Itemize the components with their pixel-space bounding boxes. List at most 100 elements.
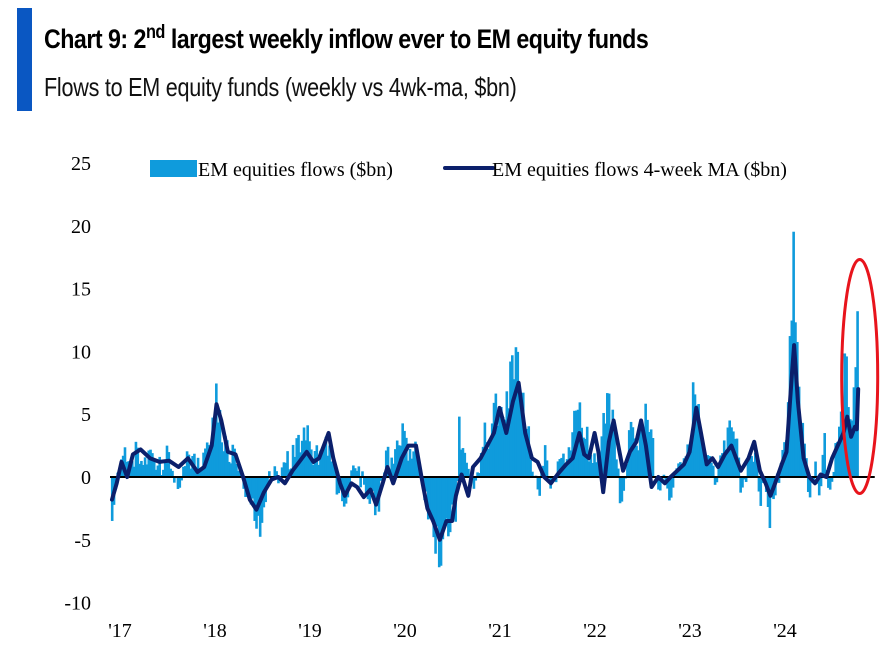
weekly-flow-bar xyxy=(626,464,629,477)
weekly-flow-bar xyxy=(322,449,326,477)
weekly-flow-bar xyxy=(662,474,666,477)
weekly-flow-bar xyxy=(536,477,540,490)
weekly-flow-bar xyxy=(350,470,353,477)
weekly-flow-bar xyxy=(134,441,138,477)
weekly-flow-bar xyxy=(363,477,366,485)
weekly-flow-bar xyxy=(452,477,456,508)
weekly-flow-bar xyxy=(185,451,189,477)
weekly-flow-bar xyxy=(500,407,503,477)
weekly-flow-bar xyxy=(213,415,216,477)
chart-title: Chart 9: 2nd largest weekly inflow ever … xyxy=(44,22,649,55)
weekly-flow-bar xyxy=(839,411,843,477)
weekly-flow-bar xyxy=(606,393,609,477)
weekly-flow-bar xyxy=(668,477,671,501)
weekly-flow-bar xyxy=(717,465,721,477)
y-tick-label: 0 xyxy=(81,467,91,489)
weekly-flow-bar xyxy=(743,477,746,480)
weekly-flow-bar xyxy=(746,462,750,477)
weekly-flow-bar xyxy=(538,477,541,496)
weekly-flow-bar xyxy=(437,477,441,568)
weekly-flow-bar xyxy=(620,477,624,502)
weekly-flow-bar xyxy=(426,477,430,520)
weekly-flow-bar xyxy=(699,427,702,477)
weekly-flow-bar xyxy=(828,477,832,490)
weekly-flow-bar xyxy=(565,459,569,477)
weekly-flow-bar xyxy=(373,477,377,516)
weekly-flow-bar xyxy=(425,477,428,492)
weekly-flow-bar xyxy=(436,477,439,527)
weekly-flow-bar xyxy=(739,477,742,493)
weekly-flow-bar xyxy=(131,461,134,477)
weekly-flow-bar xyxy=(768,477,772,529)
weekly-flow-bar xyxy=(268,471,271,477)
weekly-flow-bar xyxy=(286,451,289,477)
weekly-flow-bar xyxy=(370,477,373,492)
weekly-flow-bar xyxy=(600,436,604,477)
weekly-flow-bar xyxy=(207,445,211,477)
weekly-flow-bar xyxy=(304,440,308,477)
weekly-flow-bar xyxy=(467,468,470,477)
y-tick-label: 20 xyxy=(71,216,91,238)
weekly-flow-bar xyxy=(355,470,359,477)
x-tick-label: '20 xyxy=(393,620,417,642)
weekly-flow-bar xyxy=(558,459,562,477)
weekly-flow-bar xyxy=(516,351,520,477)
weekly-flow-bar xyxy=(458,416,461,477)
weekly-flow-bar xyxy=(697,404,700,477)
weekly-flow-bar xyxy=(819,477,823,487)
weekly-flow-bar xyxy=(459,449,463,477)
weekly-flow-bar xyxy=(299,452,302,477)
weekly-flow-bar xyxy=(149,449,152,477)
weekly-flow-bar xyxy=(827,477,830,488)
weekly-flow-bar xyxy=(372,477,375,492)
weekly-flow-bar xyxy=(348,477,351,487)
weekly-flow-bar xyxy=(178,477,182,488)
weekly-flow-bar xyxy=(785,440,788,477)
weekly-flow-bar xyxy=(173,477,176,483)
weekly-flow-bar xyxy=(671,477,675,488)
weekly-flow-bar xyxy=(713,477,717,485)
weekly-flow-bar xyxy=(156,465,160,477)
weekly-flow-bar xyxy=(741,477,744,488)
weekly-flow-bar xyxy=(331,464,335,477)
weekly-bars-group xyxy=(110,231,859,568)
weekly-flow-bar xyxy=(141,464,145,477)
y-tick-label: -10 xyxy=(64,593,91,615)
weekly-flow-bar xyxy=(443,477,446,528)
weekly-flow-bar xyxy=(386,446,390,477)
weekly-flow-bar xyxy=(545,460,549,477)
weekly-flow-bar xyxy=(602,412,605,477)
weekly-flow-bar xyxy=(132,466,136,477)
weekly-flow-bar xyxy=(235,464,238,477)
y-tick-label: 5 xyxy=(81,404,91,426)
weekly-flow-bar xyxy=(531,471,534,477)
weekly-flow-bar xyxy=(511,355,514,477)
legend-bar-swatch xyxy=(150,160,197,177)
weekly-flow-bar xyxy=(414,441,417,477)
weekly-flow-bar xyxy=(147,450,151,477)
weekly-flow-bar xyxy=(163,461,167,477)
weekly-flow-bar xyxy=(830,477,834,482)
title-suffix: largest weekly inflow ever to EM equity … xyxy=(164,24,649,54)
weekly-flow-bar xyxy=(704,464,708,477)
weekly-flow-bar xyxy=(730,427,733,477)
weekly-flow-bar xyxy=(182,466,185,477)
weekly-flow-bar xyxy=(715,477,719,483)
weekly-flow-bar xyxy=(233,448,236,477)
weekly-flow-bar xyxy=(622,477,626,491)
weekly-flow-bar xyxy=(441,477,445,540)
weekly-flow-bar xyxy=(642,427,646,477)
weekly-flow-bar xyxy=(587,461,591,477)
ma-line xyxy=(110,343,861,542)
weekly-flow-bar xyxy=(512,379,516,477)
weekly-flow-bar xyxy=(711,465,715,477)
weekly-flow-bar xyxy=(806,477,810,492)
weekly-flow-bar xyxy=(353,468,357,477)
y-tick-label: 15 xyxy=(71,279,91,301)
weekly-flow-bar xyxy=(123,447,127,477)
weekly-flow-bar xyxy=(848,419,852,477)
weekly-flow-bar xyxy=(257,477,260,516)
weekly-flow-bar xyxy=(162,469,165,477)
weekly-flow-bar xyxy=(408,448,412,477)
